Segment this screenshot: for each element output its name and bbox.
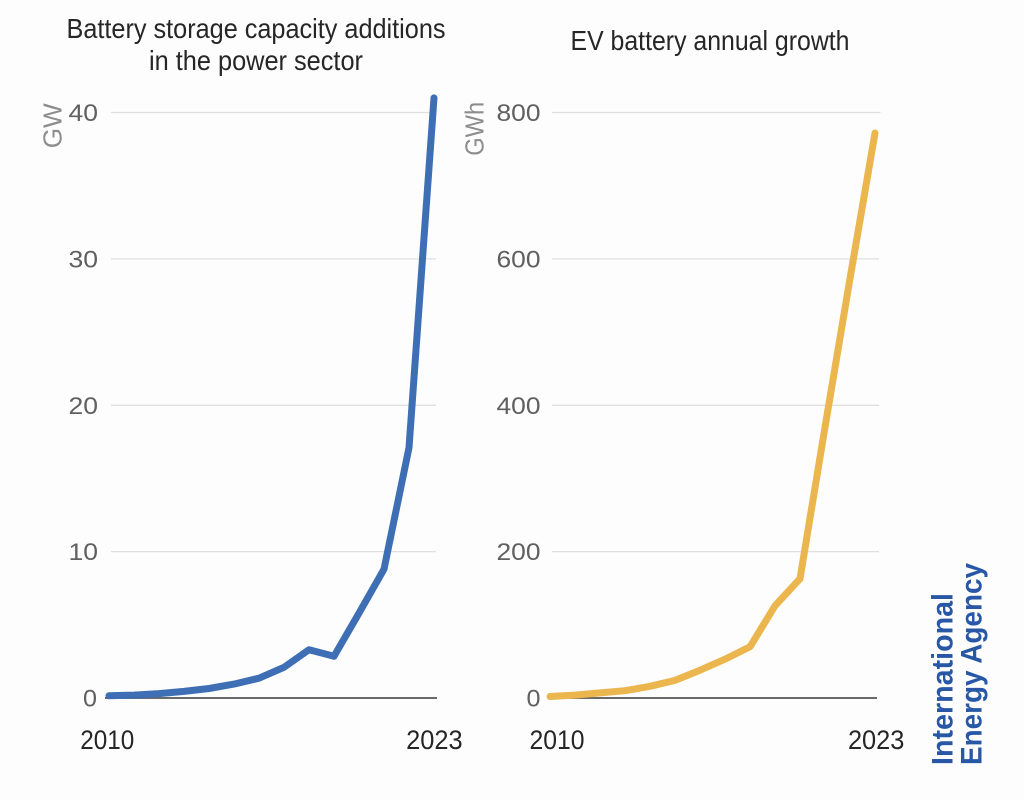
svg-text:2010: 2010: [80, 725, 134, 755]
svg-text:200: 200: [497, 539, 541, 566]
svg-text:EV battery annual growth: EV battery annual growth: [571, 25, 850, 56]
svg-text:GWh: GWh: [460, 102, 490, 156]
svg-text:2010: 2010: [530, 725, 585, 755]
svg-text:600: 600: [497, 246, 541, 273]
svg-text:0: 0: [527, 686, 541, 713]
svg-text:International: International: [927, 593, 960, 765]
svg-text:10: 10: [69, 539, 99, 566]
svg-text:0: 0: [83, 686, 97, 713]
svg-text:40: 40: [69, 100, 99, 127]
svg-text:30: 30: [69, 246, 99, 273]
svg-text:20: 20: [69, 393, 99, 420]
svg-text:2023: 2023: [848, 725, 905, 755]
svg-text:2023: 2023: [406, 725, 463, 755]
svg-text:in the power sector: in the power sector: [149, 45, 363, 76]
svg-text:800: 800: [497, 100, 541, 127]
svg-text:Battery storage capacity addit: Battery storage capacity additions: [67, 13, 446, 44]
svg-text:GW: GW: [38, 103, 68, 148]
svg-text:Energy Agency: Energy Agency: [956, 563, 989, 765]
svg-text:400: 400: [497, 393, 541, 420]
